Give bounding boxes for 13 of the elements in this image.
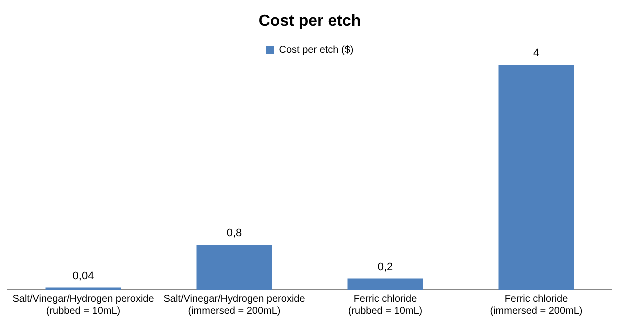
data-label: 0,2 bbox=[378, 261, 394, 274]
bar bbox=[196, 245, 272, 290]
chart-title: Cost per etch bbox=[258, 13, 362, 30]
data-label: 0,8 bbox=[226, 228, 242, 240]
data-label: 4 bbox=[533, 48, 540, 60]
data-label: 0,04 bbox=[72, 270, 94, 282]
bar bbox=[348, 278, 424, 290]
x-tick-label: Salt/Vinegar/Hydrogen peroxide (rubbed = 10mL) bbox=[12, 294, 155, 317]
x-tick-label: Ferric chloride (rubbed = 10mL) bbox=[348, 294, 423, 317]
x-tick-label: Salt/Vinegar/Hydrogen peroxide (immersed = 200mL) bbox=[164, 294, 306, 317]
x-tick-label: Ferric chloride (immersed = 200mL) bbox=[490, 294, 583, 317]
bar bbox=[498, 65, 574, 290]
legend-label: Cost per etch ($) bbox=[279, 44, 354, 56]
